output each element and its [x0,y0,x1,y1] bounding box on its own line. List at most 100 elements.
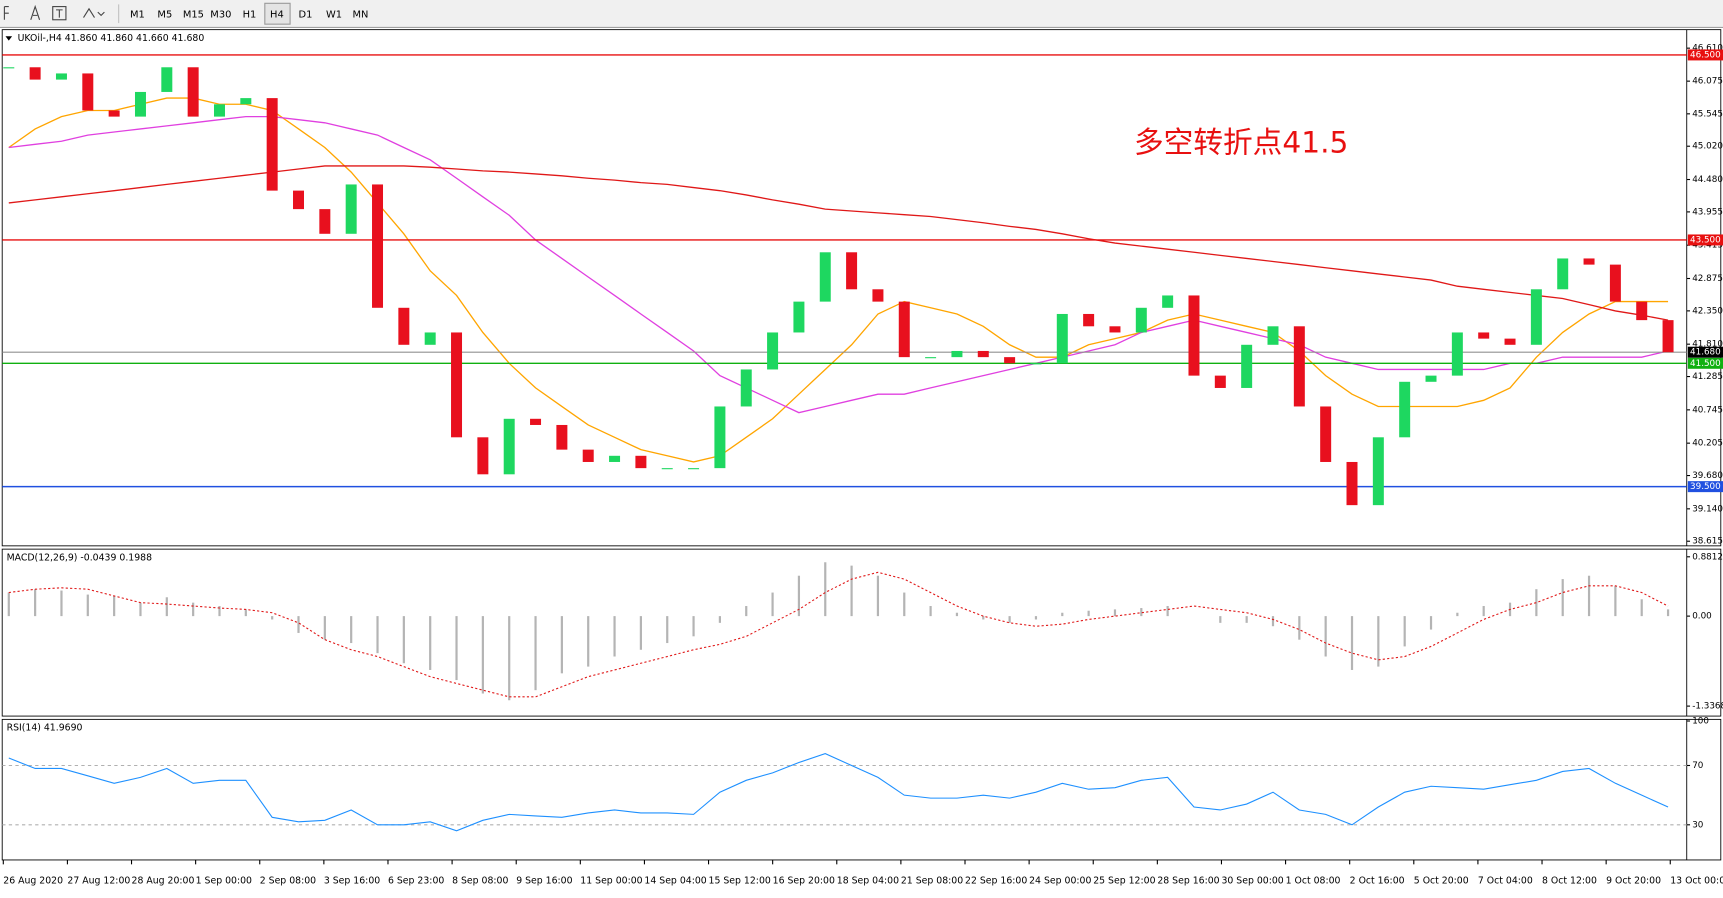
macd-bar [218,606,221,617]
moving-average [8,97,1669,463]
y-tick-label: 100 [1692,717,1709,727]
x-tick-label: 11 Sep 00:00 [580,875,642,886]
candle [345,184,357,234]
macd-bar [297,616,300,633]
y-tick-label: 45.020 [1692,142,1723,152]
candle [556,424,568,450]
candle [187,67,199,117]
candle [1162,295,1174,308]
level-label: 39.500 [1690,482,1721,492]
panel-frame [1,548,1722,717]
x-tick-label: 15 Sep 12:00 [709,875,771,886]
timeframe-button[interactable]: M5 [157,9,172,20]
y-tick-label: 39.680 [1692,471,1723,481]
x-tick-label: 22 Sep 16:00 [965,875,1027,886]
y-tick-label: 0.8812 [1692,552,1723,562]
candle [635,455,647,469]
macd-bar [455,616,458,681]
timeframe-button[interactable]: D1 [299,9,313,20]
candle [977,350,989,358]
x-tick-label: 1 Oct 08:00 [1286,875,1341,886]
macd-bar [613,616,616,657]
candle [503,418,515,475]
y-tick-label: 41.810 [1692,340,1723,350]
panel-frame [1,29,1722,547]
candle [688,468,700,470]
macd-bar [1034,616,1038,620]
macd-bar [1008,616,1011,623]
macd-bar [1166,606,1169,617]
x-tick-label: 2 Oct 16:00 [1350,875,1405,886]
macd-bar [1640,599,1643,617]
macd-bar [1219,616,1222,623]
shapes-icon[interactable] [83,7,105,18]
timeframe-button[interactable]: M15 [183,9,204,20]
candle [898,301,910,358]
toolbar [0,0,1723,28]
timeframe-button[interactable]: MN [352,9,368,20]
x-tick-label: 13 Oct 00:00 [1670,875,1723,886]
macd-bar [929,606,932,617]
y-tick-label: 70 [1692,761,1703,771]
candle [1557,258,1569,290]
macd-bar [692,616,695,637]
x-tick-label: 24 Sep 00:00 [1029,875,1091,886]
y-tick-label: 42.350 [1692,306,1723,316]
y-tick-label: 39.140 [1692,504,1723,514]
macd-bar [876,575,880,617]
level-label-bg [1687,49,1723,61]
candle [1109,326,1121,333]
candle [372,184,384,308]
macd-bar [60,590,63,617]
level-label-bg [1687,357,1723,369]
x-tick-label: 14 Sep 04:00 [644,875,706,886]
y-tick-label: 40.745 [1692,405,1723,415]
macd-bar [718,616,722,623]
x-tick-label: 25 Sep 12:00 [1093,875,1155,886]
symbol-menu-arrow[interactable] [5,36,13,41]
x-tick-label: 5 Oct 20:00 [1414,875,1469,886]
panel-title: RSI(14) 41.9690 [7,723,83,734]
y-tick-label: 43.955 [1692,207,1723,217]
candle [1583,258,1595,265]
x-tick-label: 27 Aug 12:00 [67,875,130,886]
timeframe-button[interactable]: H1 [243,9,257,20]
x-tick-label: 28 Aug 20:00 [132,875,195,886]
rsi-line [8,753,1669,832]
macd-bar [429,616,432,670]
x-tick-label: 9 Oct 20:00 [1606,875,1661,886]
moving-average [8,165,1669,321]
macd-bar [1377,616,1380,667]
panel-frame [1,718,1722,861]
last-price-label: 41.680 [1690,348,1721,358]
timeframe-button[interactable]: W1 [326,9,342,20]
macd-bar [639,616,642,650]
macd-bar [666,616,669,644]
timeframe-button[interactable]: H4 [270,9,284,20]
label-icon [52,6,67,21]
level-label: 43.500 [1690,235,1721,245]
macd-bar [1561,579,1564,617]
y-tick-label: -1.3368 [1692,702,1723,712]
macd-bar [402,616,405,664]
candle [1188,295,1200,376]
macd-bar [534,616,537,691]
macd-bar [271,616,274,620]
timeframe-button[interactable]: M1 [130,9,145,20]
candle [3,67,15,69]
macd-bar [1087,610,1090,617]
candle [1214,375,1226,388]
macd-bar [1535,589,1538,617]
timeframe-button[interactable]: M30 [210,9,231,20]
candle [451,332,463,438]
candle [1399,381,1411,438]
macd-bar [376,616,379,654]
x-tick-label: 26 Aug 2020 [3,875,63,886]
candle [819,252,831,302]
macd-bar [1482,606,1485,617]
macd-bar [797,575,801,617]
candle [1504,338,1516,345]
y-tick-label: 44.480 [1692,175,1723,185]
macd-bar [192,602,195,617]
